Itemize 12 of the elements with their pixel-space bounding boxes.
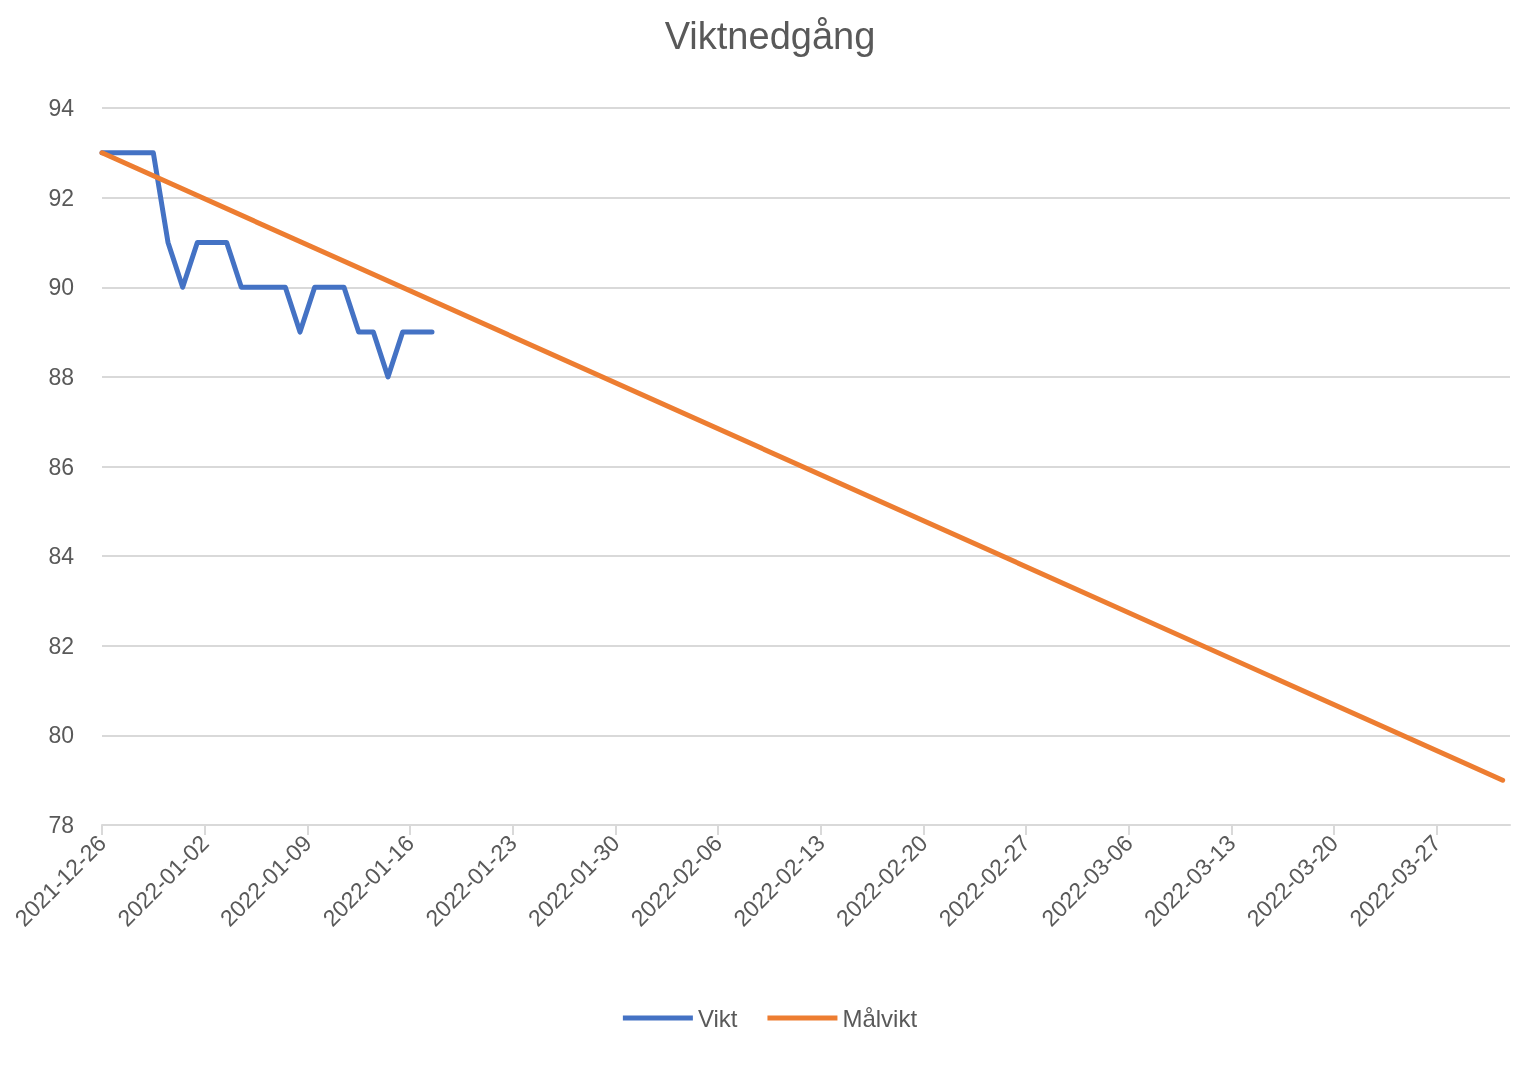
y-tick-label: 84 bbox=[48, 543, 75, 570]
y-tick-label: 86 bbox=[48, 453, 74, 480]
legend-label: Vikt bbox=[697, 1004, 738, 1032]
y-tick-label: 78 bbox=[48, 812, 74, 838]
y-tick-label: 94 bbox=[48, 95, 75, 121]
chart-title: Viktnedgång bbox=[664, 15, 876, 57]
y-tick-label: 82 bbox=[48, 632, 74, 659]
y-tick-label: 88 bbox=[48, 363, 74, 390]
y-tick-label: 80 bbox=[48, 722, 74, 749]
y-tick-label: 90 bbox=[48, 274, 74, 301]
y-tick-label: 92 bbox=[48, 184, 74, 211]
legend-label: Målvikt bbox=[842, 1004, 918, 1032]
